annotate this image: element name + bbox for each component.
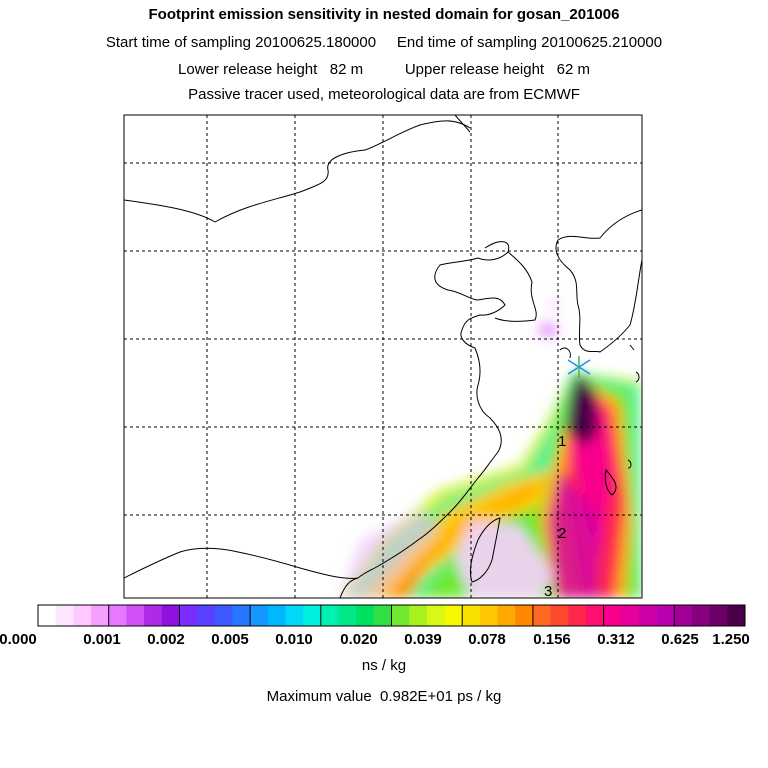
colorbar-tick: 0.020 xyxy=(340,631,378,648)
colorbar-swatch xyxy=(621,605,640,626)
day-marker-3: 3 xyxy=(544,583,552,600)
colorbar-swatch xyxy=(515,605,534,626)
colorbar-tick: 0.078 xyxy=(468,631,506,648)
colorbar-swatch xyxy=(285,605,304,626)
colorbar-swatch xyxy=(126,605,145,626)
sensitivity-field xyxy=(340,297,642,598)
upper-release-height: Upper release height 62 m xyxy=(404,61,590,78)
colorbar-swatch xyxy=(603,605,622,626)
day-marker-2: 2 xyxy=(558,525,566,542)
colorbar-swatch xyxy=(161,605,180,626)
colorbar-swatch xyxy=(727,605,746,626)
end-time: End time of sampling 20100625.210000 xyxy=(396,34,663,51)
colorbar-swatch xyxy=(550,605,569,626)
colorbar-swatch xyxy=(585,605,605,626)
colorbar-swatch xyxy=(250,605,269,626)
plot-title: Footprint emission sensitivity in nested… xyxy=(148,6,620,23)
colorbar-swatch xyxy=(214,605,233,626)
colorbar-tick: 0.039 xyxy=(404,631,442,648)
colorbar-tick: 1.250 xyxy=(712,631,750,648)
colorbar-swatch xyxy=(532,605,552,626)
colorbar-swatch xyxy=(691,605,711,626)
colorbar-units: ns / kg xyxy=(361,657,407,674)
colorbar-swatch xyxy=(656,605,675,626)
colorbar-swatch xyxy=(709,605,728,626)
maximum-value: Maximum value 0.982E+01 ps / kg xyxy=(266,688,502,705)
colorbar-swatch xyxy=(303,605,322,626)
colorbar-tick: 0.312 xyxy=(597,631,635,648)
start-time: Start time of sampling 20100625.180000 xyxy=(105,34,377,51)
colorbar-tick: 0.005 xyxy=(211,631,249,648)
colorbar-swatch xyxy=(38,605,57,626)
colorbar-swatch xyxy=(409,605,428,626)
release-heights: Lower release height 82 m Upper release … xyxy=(0,61,768,78)
colorbar-swatch xyxy=(373,605,392,626)
coastlines xyxy=(124,115,642,598)
colorbar-swatch xyxy=(568,605,587,626)
colorbar-tick: 0.625 xyxy=(661,631,699,648)
colorbar-swatch xyxy=(108,605,127,626)
receptor-marker xyxy=(567,356,591,378)
colorbar-swatch xyxy=(144,605,163,626)
colorbar-swatch xyxy=(674,605,693,626)
tracer-note: Passive tracer used, meteorological data… xyxy=(188,86,580,103)
colorbar-swatch xyxy=(179,605,198,626)
colorbar-swatch xyxy=(267,605,286,626)
colorbar-swatch xyxy=(479,605,499,626)
colorbar-swatch xyxy=(391,605,410,626)
map-frame xyxy=(123,114,643,599)
colorbar-swatch xyxy=(338,605,357,626)
colorbar-tick: 0.001 xyxy=(83,631,121,648)
lower-release-height: Lower release height 82 m xyxy=(178,61,364,78)
sampling-times: Start time of sampling 20100625.180000 E… xyxy=(0,34,768,51)
colorbar-swatch xyxy=(320,605,339,626)
colorbar-swatch xyxy=(426,605,446,626)
colorbar-tick: 0.156 xyxy=(533,631,571,648)
colorbar-tick: 0.000 xyxy=(0,631,37,648)
colorbar-swatch xyxy=(73,605,92,626)
colorbar-tick: 0.002 xyxy=(147,631,185,648)
lat-lon-grid xyxy=(124,115,642,598)
colorbar-swatch xyxy=(197,605,216,626)
colorbar-swatch xyxy=(444,605,463,626)
colorbar-swatch xyxy=(497,605,516,626)
colorbar-swatch xyxy=(356,605,375,626)
colorbar-swatch xyxy=(638,605,658,626)
colorbar-swatch xyxy=(91,605,110,626)
colorbar-tick: 0.010 xyxy=(275,631,313,648)
day-marker-1: 1 xyxy=(558,433,566,450)
colorbar-swatch xyxy=(232,605,251,626)
colorbar xyxy=(37,604,746,627)
colorbar-swatch xyxy=(55,605,74,626)
colorbar-swatch xyxy=(462,605,481,626)
